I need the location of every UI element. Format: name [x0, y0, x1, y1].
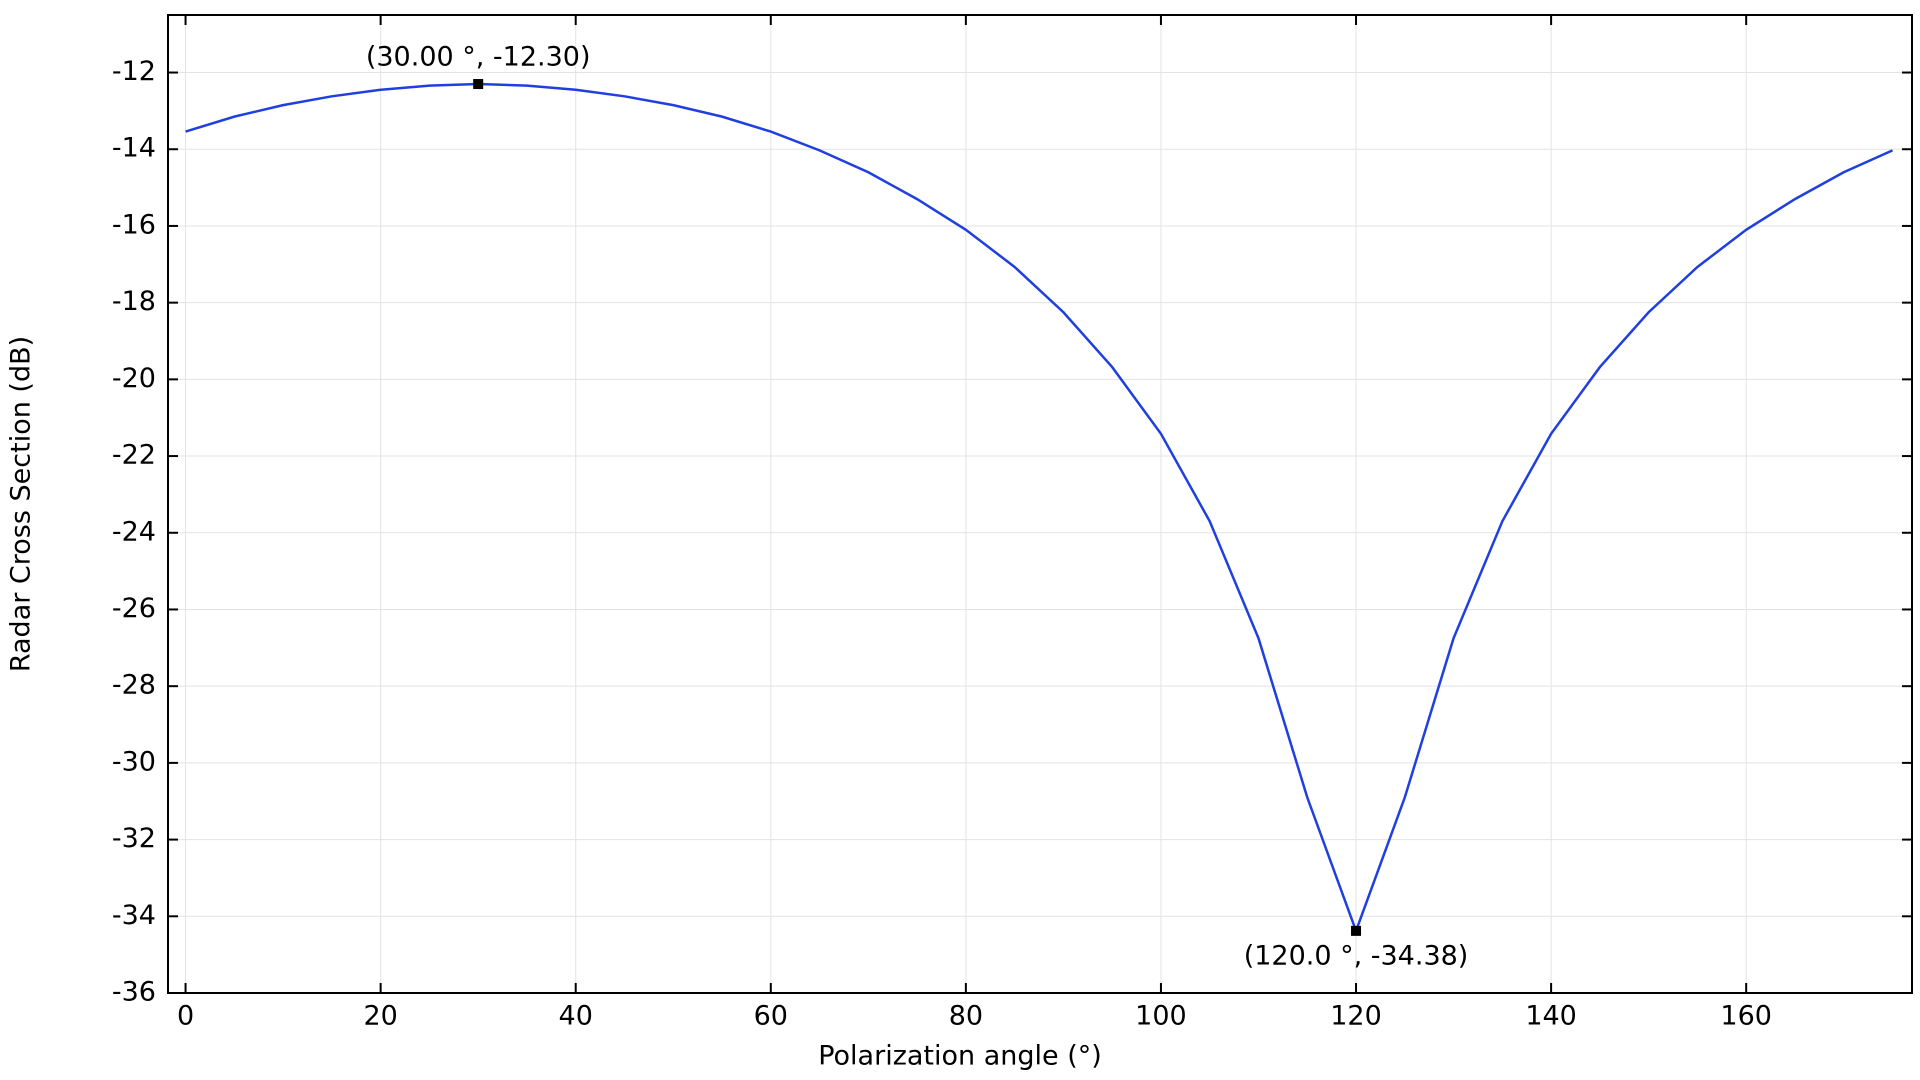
x-tick-label: 0 — [177, 1001, 194, 1032]
y-tick-label: -32 — [112, 823, 156, 854]
x-tick-label: 160 — [1720, 1001, 1772, 1032]
x-tick-label: 60 — [754, 1001, 788, 1032]
annotation-label: (120.0 °, -34.38) — [1244, 940, 1469, 971]
y-tick-label: -18 — [112, 286, 156, 317]
plot-frame — [167, 14, 1913, 994]
y-tick-label: -30 — [112, 746, 156, 777]
y-tick-label: -22 — [112, 440, 156, 471]
y-tick-label: -24 — [112, 516, 156, 547]
x-tick-label: 80 — [949, 1001, 983, 1032]
x-tick-label: 140 — [1525, 1001, 1577, 1032]
annotation-label: (30.00 °, -12.30) — [366, 42, 591, 73]
x-tick-label: 20 — [363, 1001, 397, 1032]
annotation-point — [473, 79, 484, 90]
y-tick-label: -16 — [112, 209, 156, 240]
y-axis-title: Radar Cross Section (dB) — [6, 336, 37, 672]
y-tick-label: -20 — [112, 363, 156, 394]
annotation-point — [1351, 925, 1362, 936]
y-tick-label: -26 — [112, 593, 156, 624]
y-tick-label: -34 — [112, 900, 156, 931]
x-tick-label: 100 — [1135, 1001, 1187, 1032]
y-tick-label: -12 — [112, 56, 156, 87]
data-line — [185, 82, 1894, 935]
y-tick-label: -28 — [112, 670, 156, 701]
y-tick-label: -14 — [112, 133, 156, 164]
x-tick-label: 40 — [559, 1001, 593, 1032]
y-tick-label: -36 — [112, 977, 156, 1008]
x-axis-title: Polarization angle (°) — [818, 1041, 1102, 1072]
x-tick-label: 120 — [1330, 1001, 1382, 1032]
